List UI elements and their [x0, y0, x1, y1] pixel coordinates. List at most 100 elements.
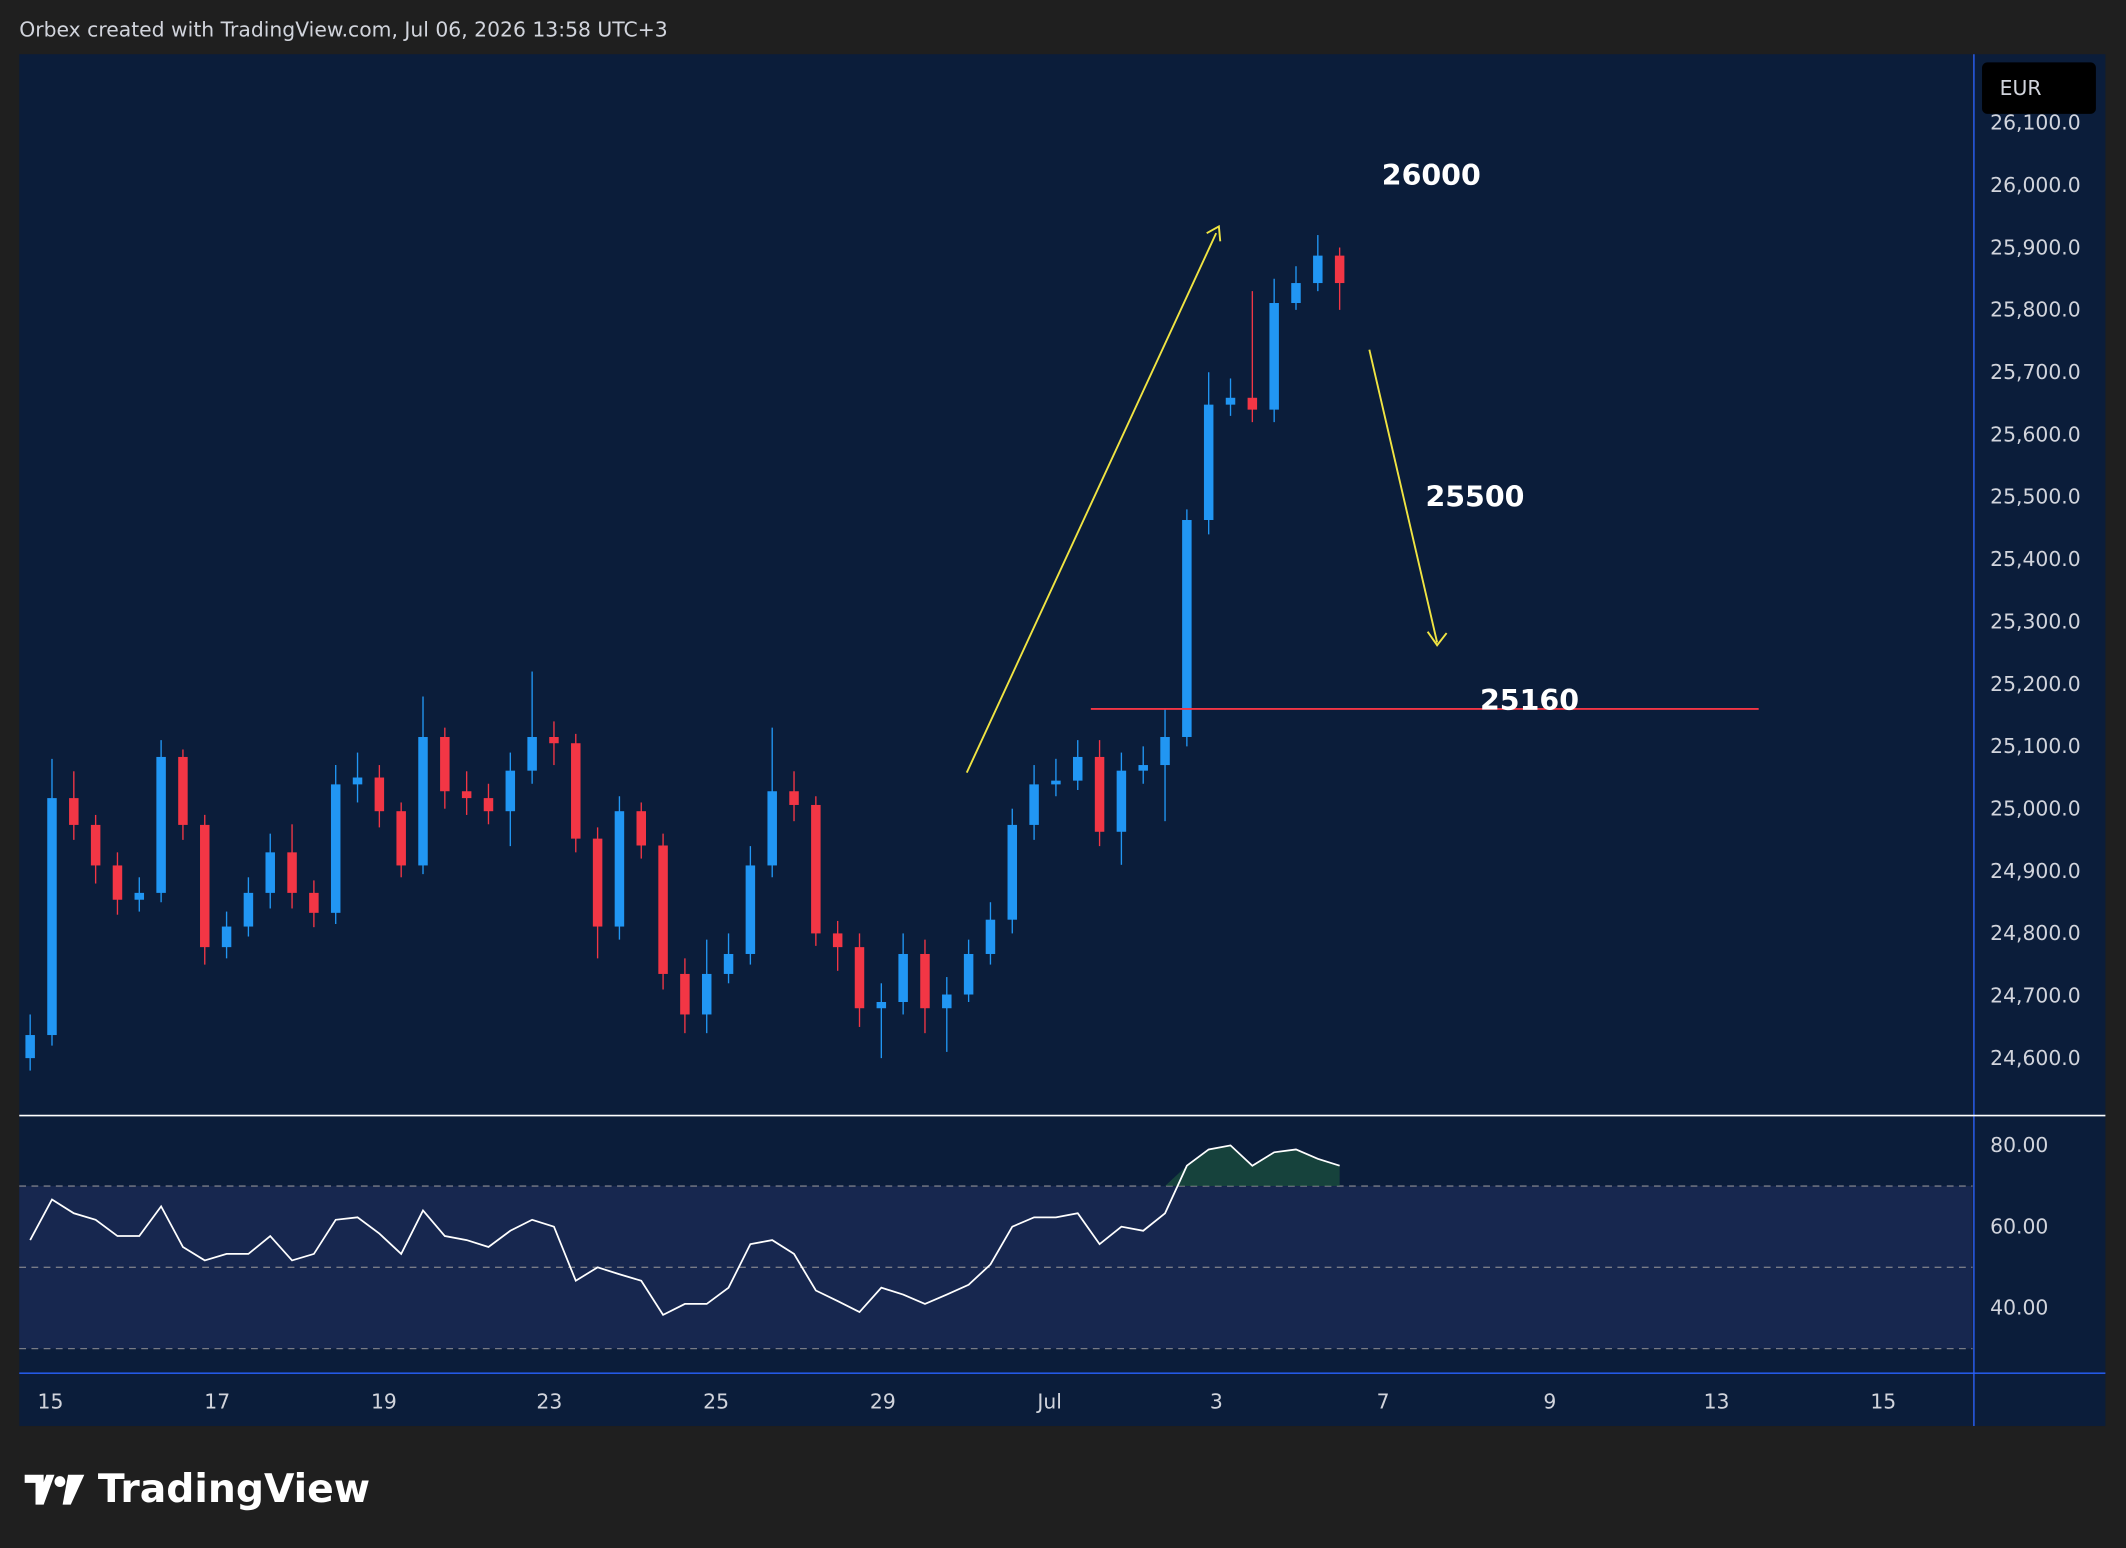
- candle-body: [898, 953, 908, 1002]
- price-axis: [1973, 54, 2106, 1427]
- y-tick-label: 25,100.0: [1990, 734, 2081, 758]
- candle-body: [1269, 303, 1279, 410]
- candle-body: [374, 777, 385, 812]
- candle-body: [963, 953, 974, 995]
- y-tick-label: 25,800.0: [1990, 298, 2081, 322]
- x-tick-label: 13: [1704, 1389, 1730, 1413]
- candle-body: [745, 865, 756, 954]
- candle-body: [942, 994, 952, 1009]
- candle-body: [592, 838, 603, 927]
- rsi-tick-label: 40.00: [1990, 1296, 2048, 1320]
- candle-body: [178, 756, 188, 825]
- candle-body: [854, 947, 865, 1009]
- logo: TradingView: [24, 1467, 370, 1512]
- x-tick-label: 19: [371, 1389, 397, 1413]
- candle-body: [832, 933, 843, 948]
- header: Orbex created with TradingView.com, Jul …: [19, 18, 667, 42]
- candle-body: [614, 811, 625, 927]
- candle-body: [134, 892, 145, 900]
- candle-body: [1225, 397, 1236, 405]
- candle-body: [156, 756, 166, 893]
- y-tick-label: 24,700.0: [1990, 984, 2081, 1008]
- rsi-tick-label: 80.00: [1990, 1133, 2048, 1157]
- annotation: 25160: [1480, 684, 1579, 717]
- x-tick-label: 23: [536, 1389, 562, 1413]
- annotation: 25500: [1425, 480, 1524, 513]
- x-tick-label: 17: [204, 1389, 230, 1413]
- candle-body: [1116, 770, 1127, 832]
- y-tick-label: 24,900.0: [1990, 859, 2081, 883]
- y-tick-label: 24,800.0: [1990, 921, 2081, 945]
- x-tick-label: 25: [703, 1389, 729, 1413]
- x-tick-label: 3: [1210, 1389, 1223, 1413]
- x-tick-label: Jul: [1035, 1389, 1062, 1413]
- rsi-overbought-fill: [30, 1145, 1340, 1187]
- logo-text: TradingView: [98, 1467, 370, 1512]
- y-tick-label: 25,200.0: [1990, 672, 2081, 696]
- y-tick-label: 25,900.0: [1990, 235, 2081, 259]
- x-tick-label: 29: [870, 1389, 896, 1413]
- candle-body: [636, 811, 646, 846]
- candle-body: [680, 973, 690, 1015]
- rsi-tick-label: 60.00: [1990, 1214, 2048, 1238]
- candle-body: [243, 892, 254, 927]
- candle-body: [483, 798, 494, 812]
- candle-body: [920, 953, 930, 1009]
- x-tick-label: 7: [1377, 1389, 1390, 1413]
- candle-body: [1007, 824, 1018, 920]
- y-tick-label: 25,400.0: [1990, 547, 2081, 571]
- candle-body: [1182, 520, 1192, 737]
- candle-body: [265, 852, 275, 893]
- candle-body: [461, 791, 472, 799]
- candle-body: [527, 736, 537, 771]
- logo-dot: [54, 1476, 66, 1488]
- y-tick-label: 26,100.0: [1990, 111, 2081, 135]
- arrow-up-head: [1206, 224, 1222, 242]
- candle-body: [767, 791, 777, 866]
- candle-body: [309, 892, 319, 913]
- candle-body: [549, 736, 559, 744]
- candle-body: [1160, 736, 1170, 766]
- candle-body: [1247, 397, 1258, 410]
- candle-body: [701, 973, 712, 1015]
- candle-body: [658, 845, 668, 974]
- candle-body: [352, 777, 363, 785]
- candle-body: [1203, 404, 1214, 521]
- candle-body: [1313, 255, 1323, 284]
- candle-body: [789, 791, 799, 805]
- candle-body: [287, 852, 297, 893]
- annotation: 26000: [1382, 159, 1481, 192]
- x-tick-label: 9: [1543, 1389, 1556, 1413]
- candle-body: [811, 804, 821, 934]
- logo-icon-part: [62, 1474, 85, 1505]
- y-tick-label: 25,300.0: [1990, 609, 2081, 633]
- candle-body: [1094, 756, 1105, 832]
- y-tick-label: 25,500.0: [1990, 485, 2081, 509]
- y-tick-label: 24,600.0: [1990, 1046, 2081, 1070]
- currency: EUR: [2000, 76, 2042, 100]
- candle-body: [221, 926, 232, 948]
- y-tick-label: 26,000.0: [1990, 173, 2081, 197]
- y-tick-label: 25,700.0: [1990, 360, 2081, 384]
- candle-body: [985, 919, 996, 954]
- arrow-down-head: [1426, 631, 1448, 647]
- candle-body: [1072, 756, 1083, 781]
- candle-body: [112, 865, 123, 900]
- currency-box: [1982, 62, 2096, 114]
- candle-body: [505, 770, 516, 812]
- candle-body: [396, 811, 406, 866]
- candle-body: [47, 798, 57, 1036]
- candle-body: [876, 1001, 887, 1009]
- candle-body: [571, 743, 581, 839]
- y-tick-label: 25,000.0: [1990, 796, 2081, 820]
- candle-body: [25, 1035, 35, 1059]
- candle-body: [1334, 255, 1345, 284]
- candle-body: [1138, 765, 1148, 771]
- candle-body: [418, 736, 428, 866]
- x-tick-label: 15: [38, 1389, 64, 1413]
- candle-body: [723, 953, 734, 974]
- arrow-down: [1368, 349, 1439, 643]
- rsi-line: [29, 1144, 1340, 1317]
- logo-icon: [24, 1474, 55, 1505]
